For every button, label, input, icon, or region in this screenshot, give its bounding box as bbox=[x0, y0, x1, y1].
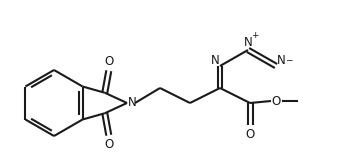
Text: N: N bbox=[211, 53, 219, 66]
Text: −: − bbox=[285, 55, 293, 64]
Text: O: O bbox=[104, 138, 113, 151]
Text: O: O bbox=[272, 95, 281, 108]
Text: +: + bbox=[251, 31, 259, 40]
Text: O: O bbox=[104, 55, 113, 68]
Text: N: N bbox=[128, 97, 136, 110]
Text: N: N bbox=[244, 36, 252, 48]
Text: O: O bbox=[245, 127, 255, 140]
Text: N: N bbox=[276, 53, 285, 66]
